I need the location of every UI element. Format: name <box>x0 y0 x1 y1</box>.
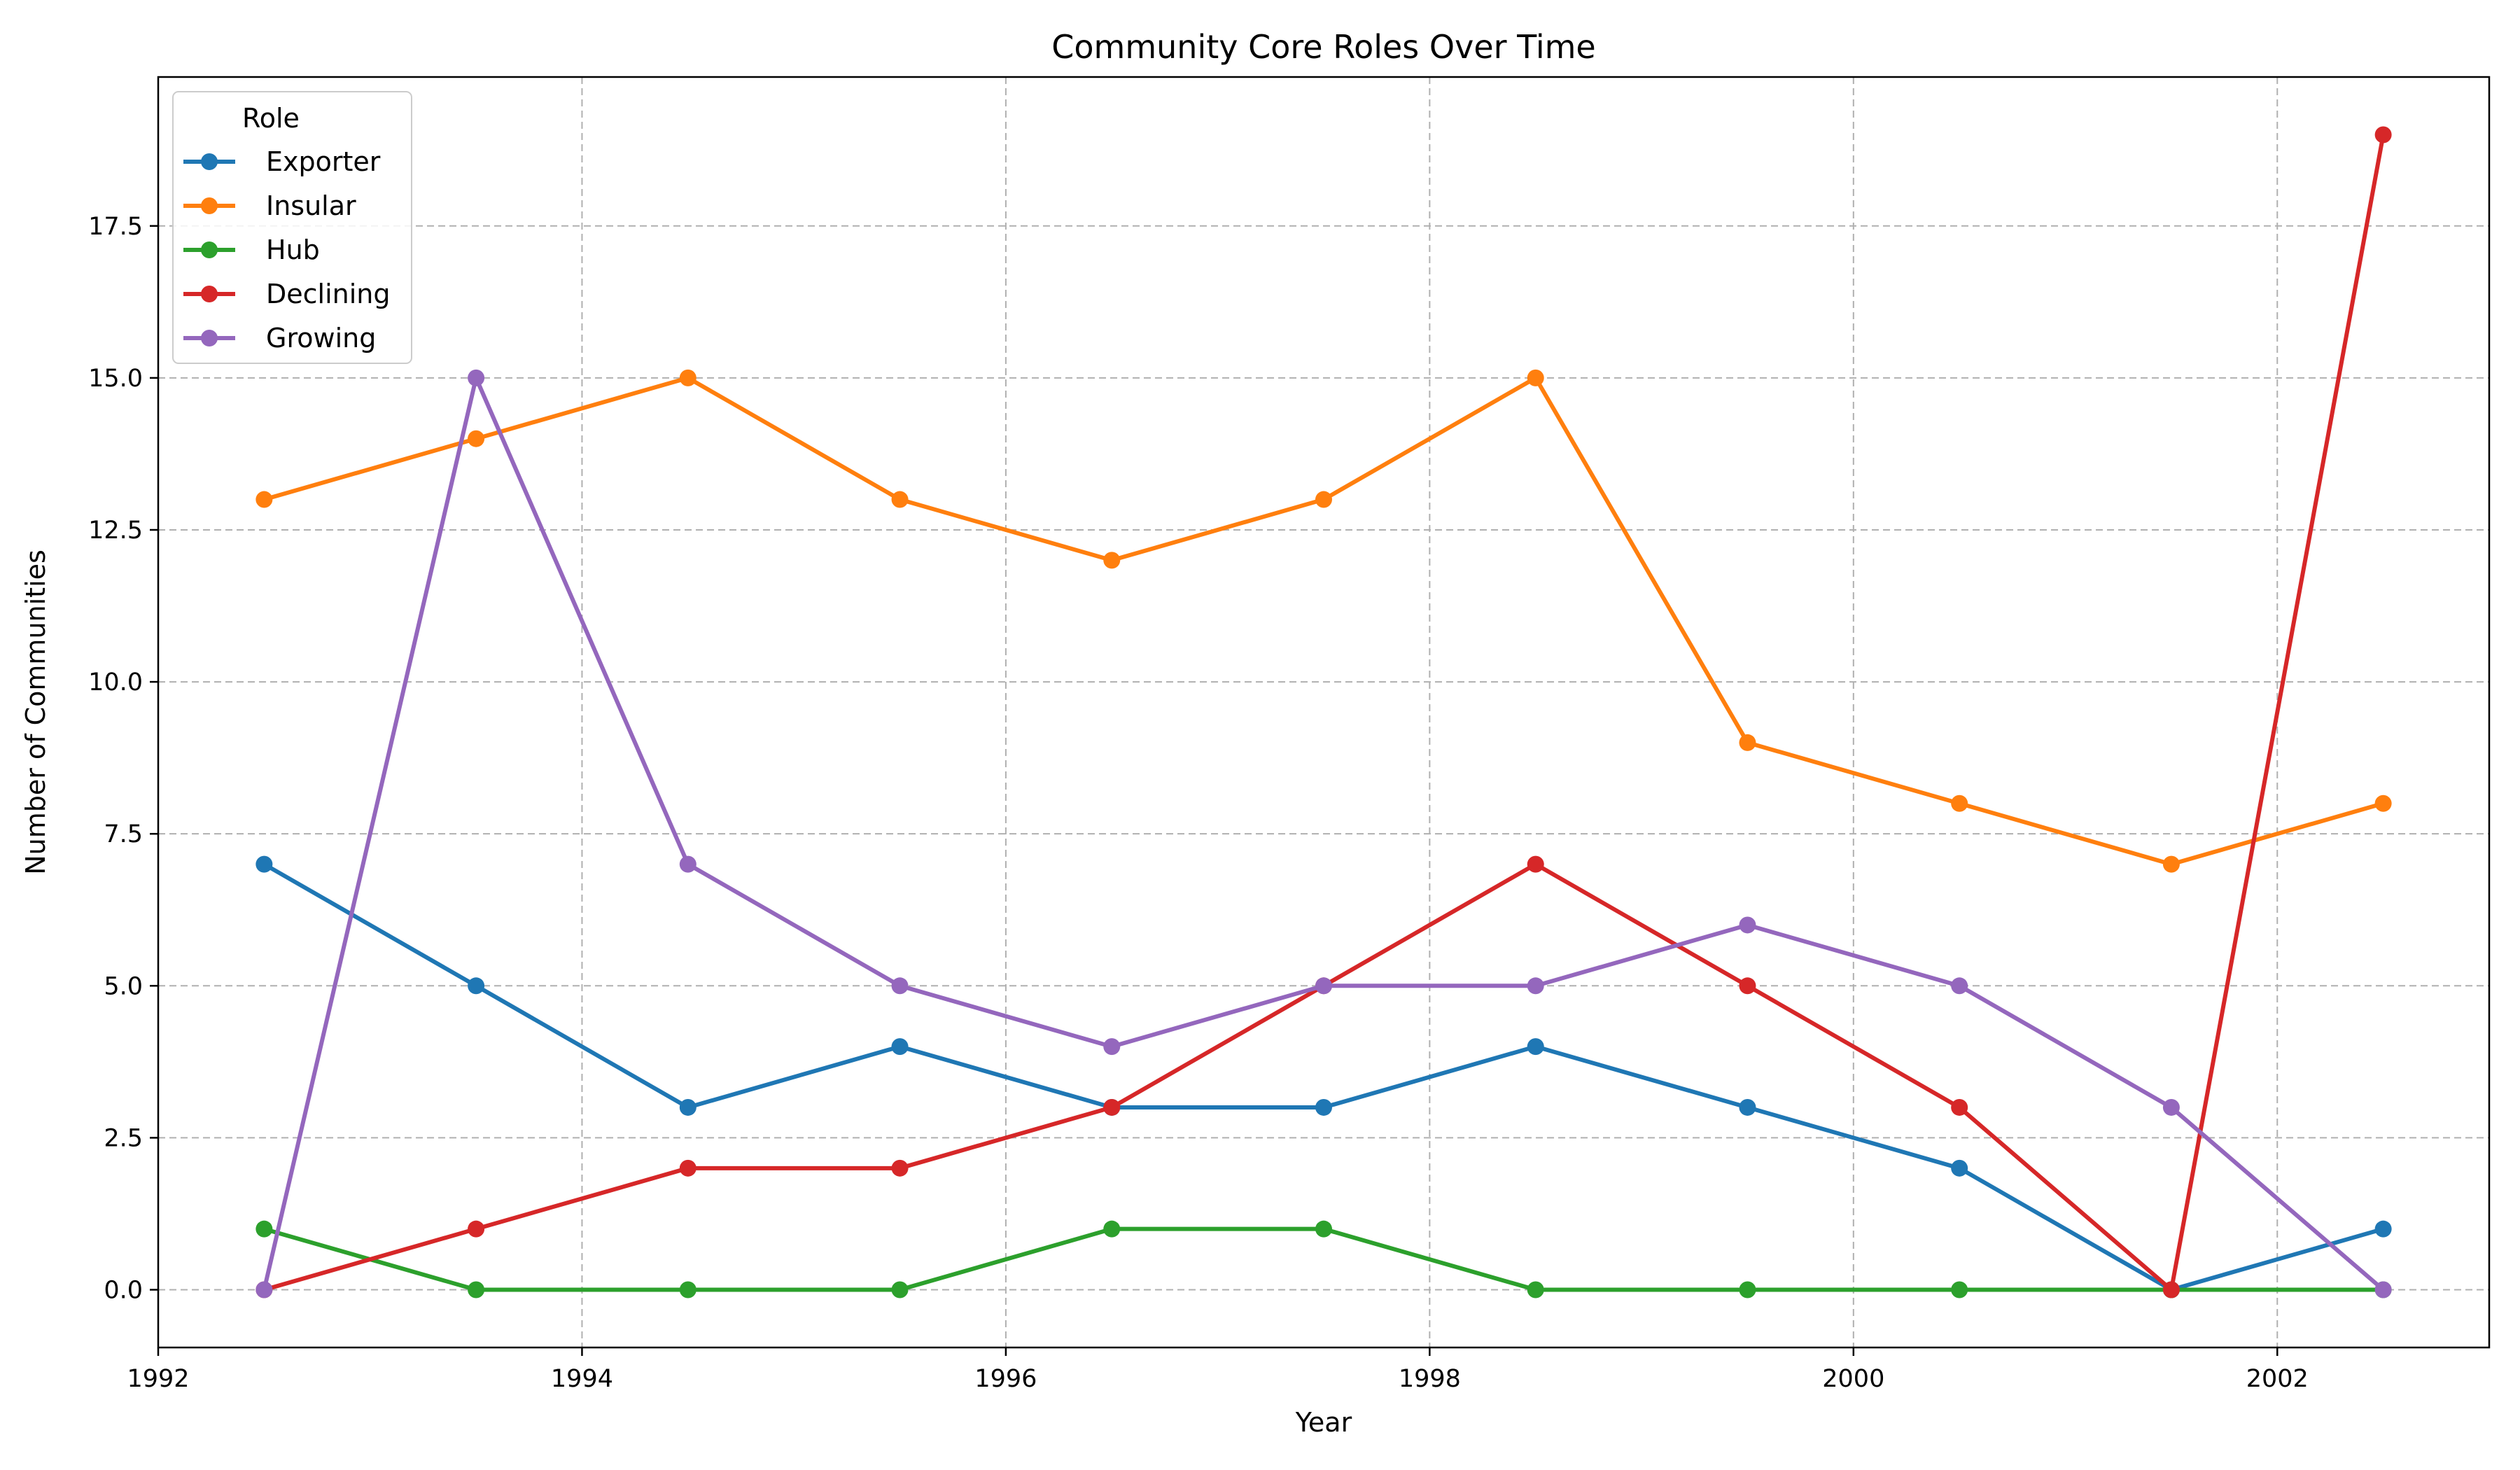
legend-swatch-marker <box>201 241 218 258</box>
x-tick-label: 2000 <box>1822 1365 1884 1393</box>
data-point <box>2374 1281 2392 1298</box>
x-tick-label: 2002 <box>2246 1365 2309 1393</box>
y-tick-label: 12.5 <box>88 517 143 545</box>
y-axis-label: Number of Communities <box>20 550 51 875</box>
data-point <box>1951 1281 1968 1298</box>
data-point <box>891 1159 909 1177</box>
series-exporter <box>255 855 2392 1298</box>
x-tick-label: 1998 <box>1399 1365 1461 1393</box>
data-point <box>1951 794 1968 812</box>
data-point <box>1739 1281 1756 1298</box>
legend-swatch-marker <box>201 286 218 302</box>
data-point <box>891 491 909 508</box>
y-tick-label: 17.5 <box>88 213 143 241</box>
data-point <box>1527 1038 1544 1056</box>
legend-swatch-marker <box>201 330 218 346</box>
legend-swatch-marker <box>201 197 218 214</box>
data-point <box>2162 1098 2180 1116</box>
data-point <box>891 1038 909 1056</box>
x-tick-label: 1992 <box>127 1365 189 1393</box>
y-tick-label: 10.0 <box>88 668 143 696</box>
data-point <box>2374 1220 2392 1238</box>
data-point <box>1315 977 1332 995</box>
data-point <box>1527 369 1544 386</box>
data-point <box>2374 126 2392 144</box>
legend-entries: Exporter Insular Hub Declining Growing <box>183 146 391 354</box>
data-point <box>679 1159 696 1177</box>
y-tick-label: 7.5 <box>104 820 143 848</box>
data-point <box>1103 552 1121 569</box>
data-point <box>255 855 273 873</box>
data-point <box>1527 977 1544 995</box>
data-point <box>1315 1098 1332 1116</box>
plot-area-frame <box>157 76 2491 1349</box>
y-axis-ticks: 0.0 2.5 5.0 7.5 10.0 12.5 15.0 17.5 <box>88 213 158 1305</box>
legend-entry: Insular <box>183 190 356 221</box>
data-point <box>2162 1281 2180 1298</box>
legend-swatch-marker <box>201 153 218 170</box>
data-point <box>468 430 485 447</box>
series-growing <box>255 369 2392 1298</box>
data-point <box>1739 1098 1756 1116</box>
data-point <box>1739 916 1756 934</box>
y-tick-label: 15.0 <box>88 365 143 393</box>
data-point <box>255 1281 273 1298</box>
chart-title: Community Core Roles Over Time <box>1051 28 1596 66</box>
y-tick-label: 0.0 <box>104 1277 143 1305</box>
data-point <box>1103 1038 1121 1056</box>
data-point <box>255 1220 273 1238</box>
data-point <box>468 1220 485 1238</box>
data-point <box>1739 977 1756 995</box>
data-point <box>1527 1281 1544 1298</box>
legend-entry: Exporter <box>183 146 381 177</box>
data-point <box>679 855 696 873</box>
data-point <box>1315 1220 1332 1238</box>
legend-label: Declining <box>266 279 391 309</box>
series-lines <box>255 126 2392 1298</box>
data-point <box>891 1281 909 1298</box>
data-point <box>1103 1220 1121 1238</box>
legend-entry: Growing <box>183 323 376 354</box>
y-tick-label: 2.5 <box>104 1124 143 1152</box>
data-point <box>679 369 696 386</box>
data-point <box>891 977 909 995</box>
data-point <box>468 1281 485 1298</box>
legend-label: Growing <box>266 323 376 354</box>
data-point <box>679 1098 696 1116</box>
data-point <box>1527 855 1544 873</box>
data-point <box>1103 1098 1121 1116</box>
legend-label: Hub <box>266 234 320 265</box>
x-tick-label: 1994 <box>551 1365 613 1393</box>
legend: Role Exporter Insular Hub Declining Growing <box>172 91 412 364</box>
data-point <box>468 977 485 995</box>
data-point <box>679 1281 696 1298</box>
legend-label: Exporter <box>266 146 381 177</box>
legend-entry: Hub <box>183 234 320 265</box>
data-point <box>2374 794 2392 812</box>
legend-entry: Declining <box>183 279 391 309</box>
legend-label: Insular <box>266 190 356 221</box>
legend-title: Role <box>242 103 300 134</box>
data-point <box>1739 734 1756 751</box>
data-point <box>1951 977 1968 995</box>
data-point <box>255 491 273 508</box>
data-point <box>1951 1098 1968 1116</box>
x-axis-ticks: 1992 1994 1996 1998 2000 2002 <box>127 1348 2309 1393</box>
series-insular <box>255 369 2392 873</box>
data-point <box>1951 1159 1968 1177</box>
data-point <box>2162 855 2180 873</box>
data-point <box>468 369 485 386</box>
data-point <box>1315 491 1332 508</box>
x-axis-label: Year <box>1295 1407 1352 1438</box>
y-tick-label: 5.0 <box>104 972 143 1000</box>
x-tick-label: 1996 <box>974 1365 1037 1393</box>
